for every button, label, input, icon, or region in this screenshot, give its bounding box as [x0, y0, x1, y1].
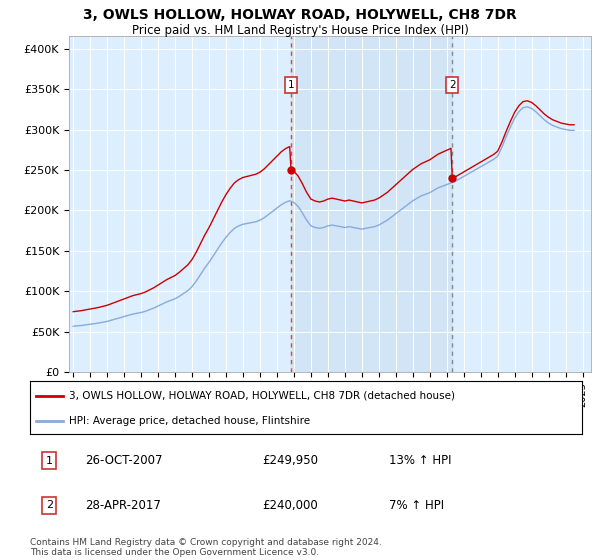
Text: £249,950: £249,950 [262, 454, 318, 467]
Bar [291, 36, 452, 372]
Text: 2: 2 [46, 501, 53, 510]
Text: 26-OCT-2007: 26-OCT-2007 [85, 454, 163, 467]
Text: 13% ↑ HPI: 13% ↑ HPI [389, 454, 451, 467]
Text: Contains HM Land Registry data © Crown copyright and database right 2024.
This d: Contains HM Land Registry data © Crown c… [30, 538, 382, 557]
Text: 3, OWLS HOLLOW, HOLWAY ROAD, HOLYWELL, CH8 7DR: 3, OWLS HOLLOW, HOLWAY ROAD, HOLYWELL, C… [83, 8, 517, 22]
Text: 2: 2 [449, 80, 455, 90]
Text: £240,000: £240,000 [262, 499, 317, 512]
Text: HPI: Average price, detached house, Flintshire: HPI: Average price, detached house, Flin… [68, 416, 310, 426]
Text: 1: 1 [288, 80, 295, 90]
Text: 3, OWLS HOLLOW, HOLWAY ROAD, HOLYWELL, CH8 7DR (detached house): 3, OWLS HOLLOW, HOLWAY ROAD, HOLYWELL, C… [68, 391, 455, 401]
Text: 7% ↑ HPI: 7% ↑ HPI [389, 499, 444, 512]
Text: Price paid vs. HM Land Registry's House Price Index (HPI): Price paid vs. HM Land Registry's House … [131, 24, 469, 36]
Text: 1: 1 [46, 456, 53, 465]
Text: 28-APR-2017: 28-APR-2017 [85, 499, 161, 512]
